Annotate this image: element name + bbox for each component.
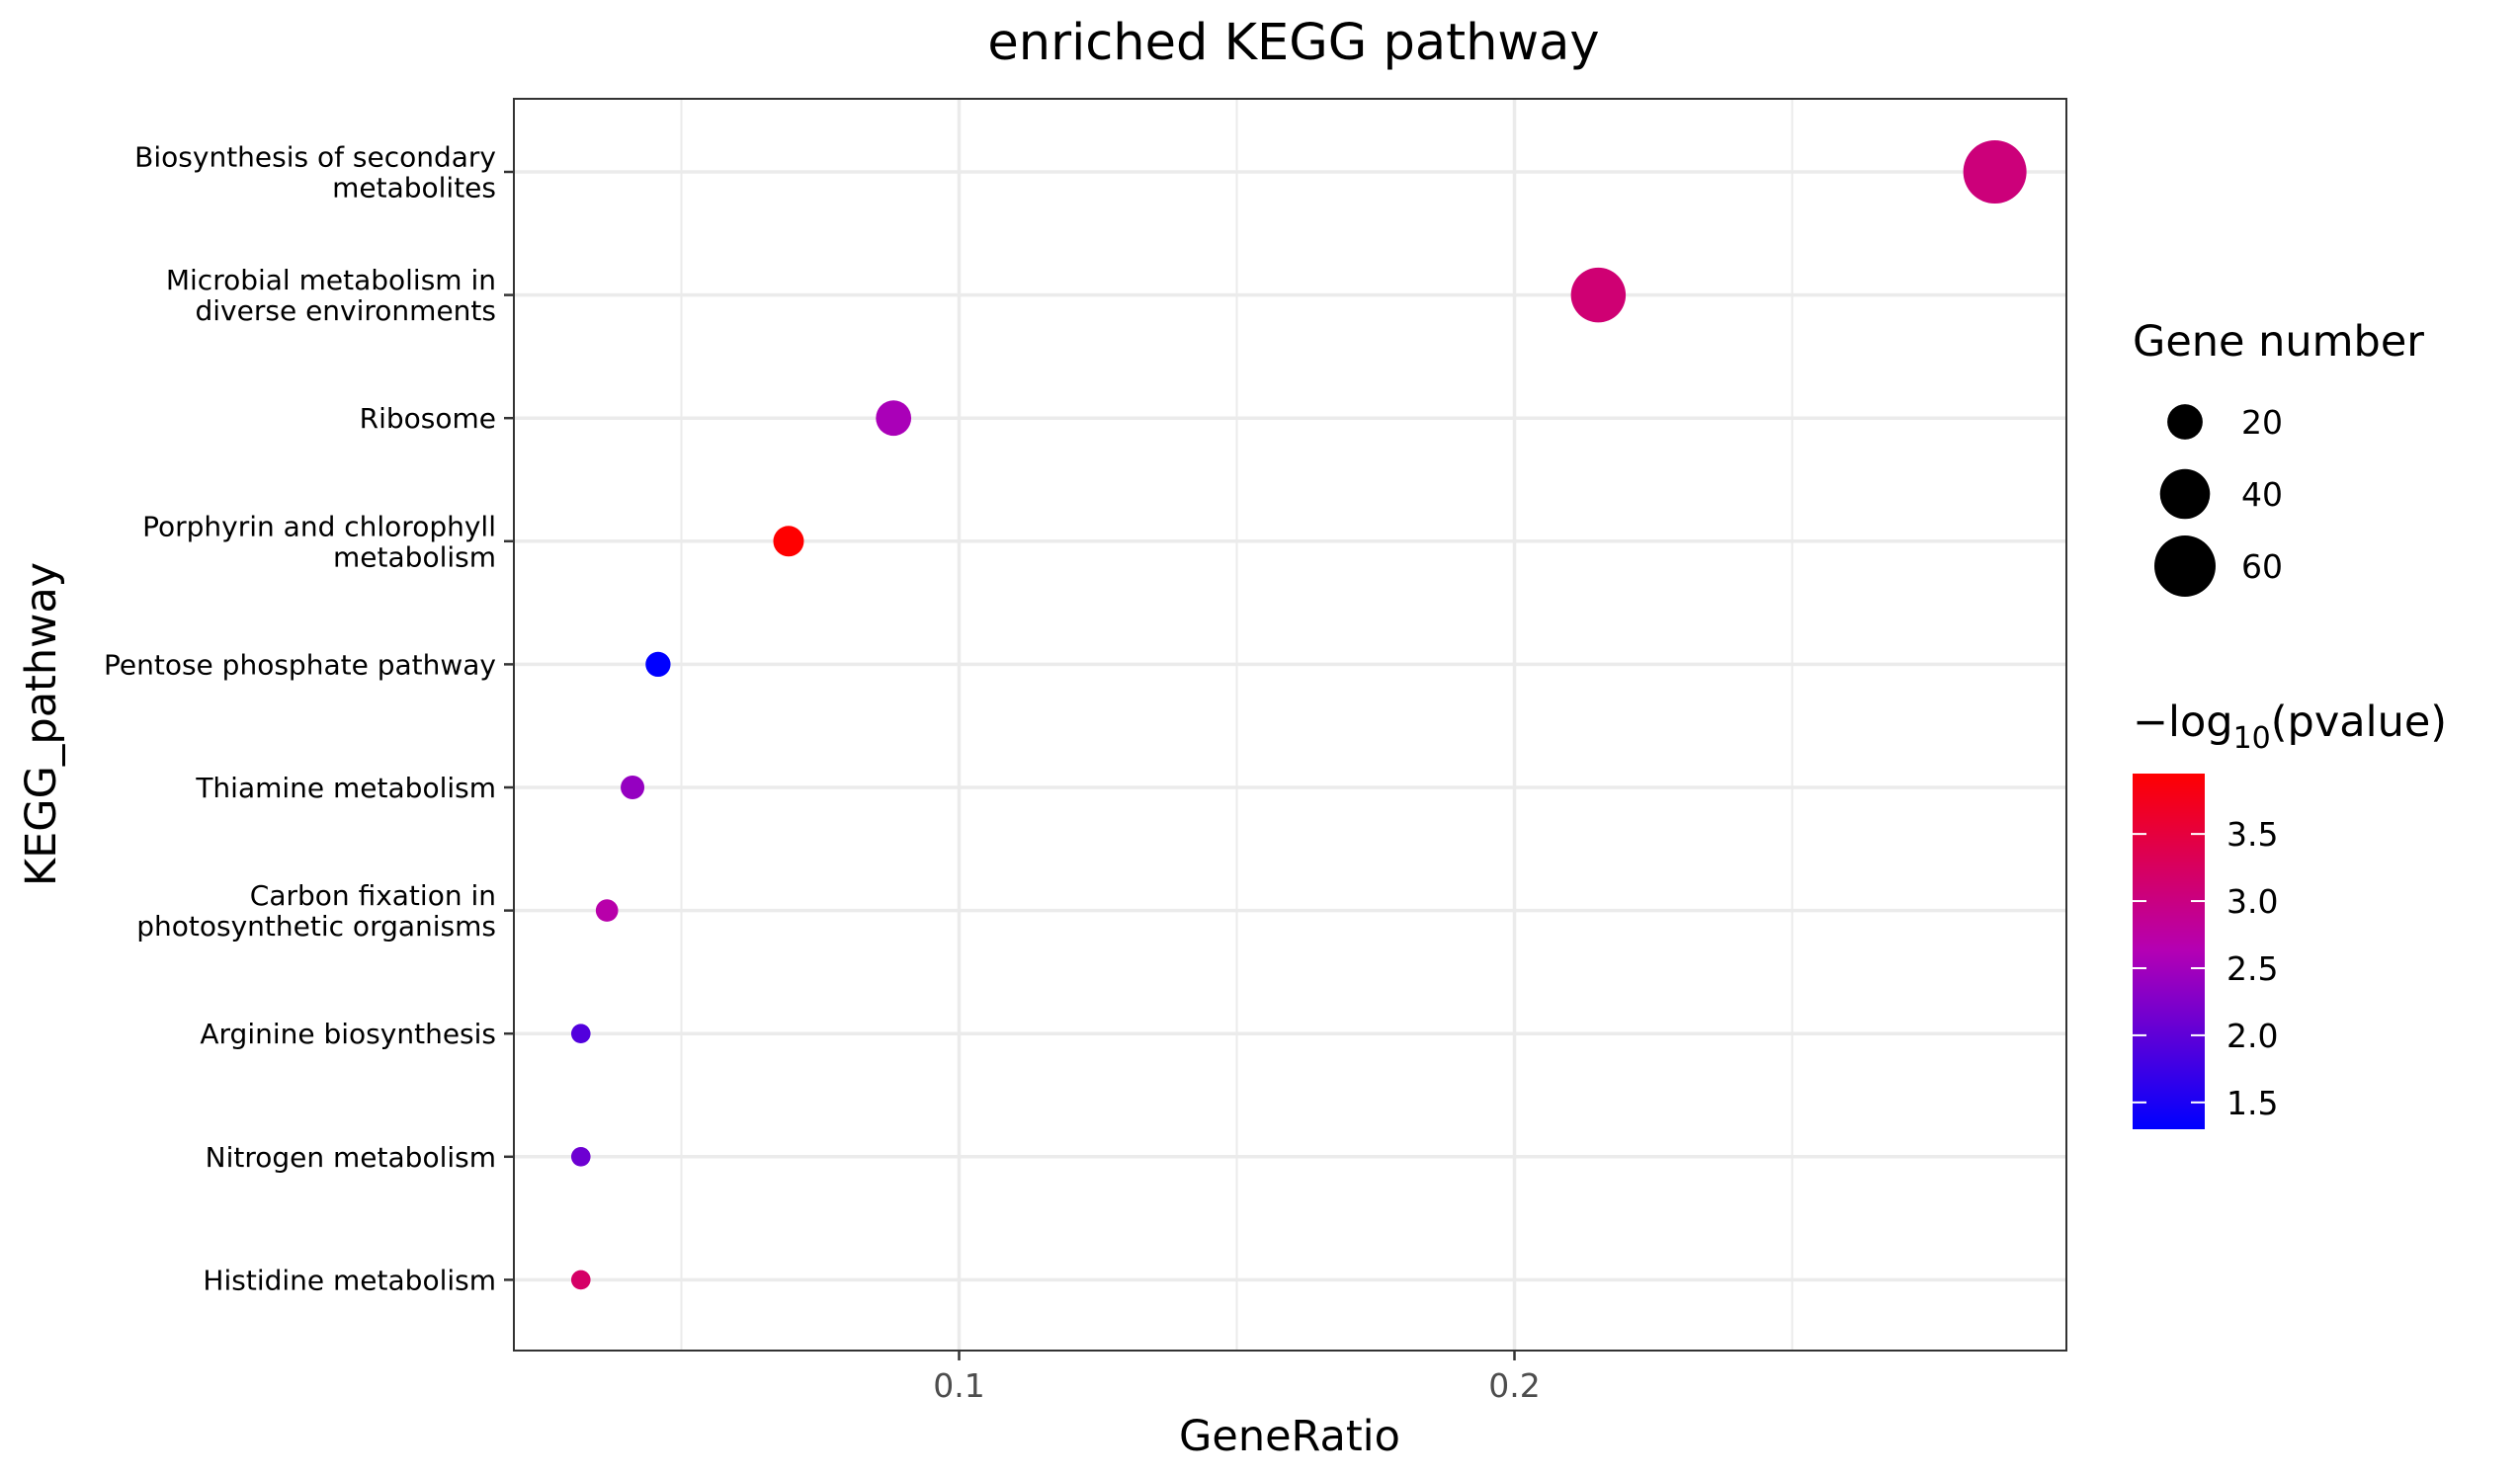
y-tick-label: Nitrogen metabolism <box>206 1141 496 1174</box>
y-tick-label: Histidine metabolism <box>203 1264 496 1296</box>
color-bar-label: 3.0 <box>2226 882 2278 921</box>
data-point <box>1570 267 1627 323</box>
size-legend-key <box>2154 535 2216 597</box>
y-tick-label: Pentose phosphate pathway <box>104 648 496 681</box>
data-points <box>570 140 2027 1290</box>
color-bar-label: 1.5 <box>2226 1084 2278 1122</box>
y-tick-label: Arginine biosynthesis <box>200 1018 496 1050</box>
y-tick-label: Thiamine metabolism <box>195 772 496 804</box>
x-tick-label: 0.2 <box>1488 1366 1540 1405</box>
color-bar-label: 3.5 <box>2226 815 2278 854</box>
plot-panel-border <box>513 98 2067 1352</box>
x-axis: 0.1 0.2 <box>933 1351 1541 1405</box>
size-legend-key <box>2167 404 2203 440</box>
data-point <box>595 899 619 922</box>
data-point <box>570 1147 591 1167</box>
y-tick-label: Carbon fixation in photosynthetic organis… <box>136 879 496 943</box>
x-tick-label: 0.1 <box>933 1366 984 1405</box>
color-bar-label: 2.5 <box>2226 949 2278 988</box>
data-point <box>570 1270 591 1290</box>
y-tick-label: Ribosome <box>360 402 496 435</box>
data-point <box>645 651 671 678</box>
chart-title: enriched KEGG pathway <box>987 14 1599 72</box>
y-tick-label: Biosynthesis of secondary metabolites <box>134 141 496 205</box>
color-legend-title: −log10(pvalue) <box>2133 698 2447 756</box>
color-legend: −log10(pvalue) 1.5 2.0 2.5 3.0 3.5 <box>2133 698 2447 1129</box>
y-tick-label: Porphyrin and chlorophyll metabolism <box>142 510 496 573</box>
plot-panel-background <box>514 99 2066 1351</box>
data-point <box>876 400 912 437</box>
size-legend: Gene number 20 40 60 <box>2133 317 2424 597</box>
y-axis-title: KEGG_pathway <box>17 562 66 886</box>
data-point <box>1963 140 2027 204</box>
data-point <box>773 526 804 557</box>
size-legend-key <box>2159 468 2211 520</box>
y-axis: Biosynthesis of secondary metabolites Micr… <box>104 141 514 1296</box>
data-point <box>621 776 645 799</box>
x-axis-title: GeneRatio <box>1179 1412 1400 1461</box>
color-bar <box>2133 774 2205 1129</box>
size-legend-label: 60 <box>2241 547 2283 586</box>
size-legend-label: 40 <box>2241 475 2283 514</box>
color-bar-label: 2.0 <box>2226 1017 2278 1055</box>
grid-lines <box>514 99 2066 1351</box>
size-legend-label: 20 <box>2241 403 2283 442</box>
size-legend-title: Gene number <box>2133 317 2424 367</box>
y-tick-label: Microbial metabolism in diverse environme… <box>166 264 496 327</box>
data-point <box>570 1024 591 1043</box>
